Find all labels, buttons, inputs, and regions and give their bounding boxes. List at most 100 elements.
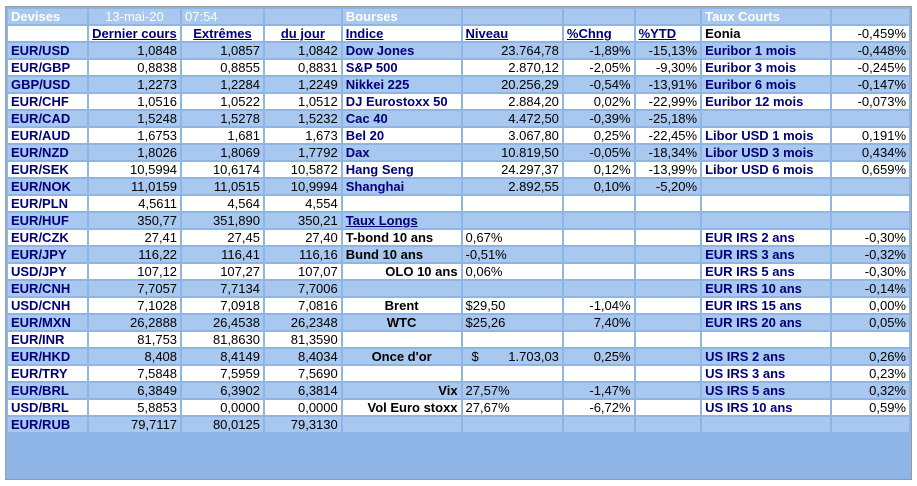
table-row: USD/CNH 7,1028 7,0918 7,0816 Brent $29,50 -1,0… (8, 298, 909, 313)
fx-high: 11,0515 (182, 179, 263, 194)
fx-high: 351,890 (182, 213, 263, 228)
rate-name: EUR IRS 10 ans (702, 281, 831, 296)
rate-value: -0,30% (832, 264, 909, 279)
rate-value: 0,434% (832, 145, 909, 160)
header-bourses: Bourses (342, 9, 461, 24)
table-row: EUR/CZK 27,41 27,45 27,40 T-bond 10 ans 0,67%… (8, 230, 909, 245)
fx-low: 10,5872 (264, 162, 341, 177)
index-ytd: -13,91% (635, 77, 701, 92)
col-extremes: Extrêmes (182, 26, 263, 41)
rate-name: EUR IRS 5 ans (702, 264, 831, 279)
rate-value: 0,05% (832, 315, 909, 330)
table-row: EUR/SEK 10,5994 10,6174 10,5872 Hang Seng 24.… (8, 162, 909, 177)
fx-last: 1,8026 (88, 145, 181, 160)
index-ytd: -22,99% (635, 94, 701, 109)
index-name: Dow Jones (342, 43, 461, 58)
fx-last: 107,12 (88, 264, 181, 279)
fx-pair: EUR/CAD (8, 111, 87, 126)
fx-high: 4,564 (182, 196, 263, 211)
long-rate-name: T-bond 10 ans (342, 230, 461, 245)
index-name: Shanghai (342, 179, 461, 194)
index-ytd: -15,13% (635, 43, 701, 58)
gold-amount: 1.703,03 (508, 349, 559, 364)
fx-last: 10,5994 (88, 162, 181, 177)
index-chng: 0,12% (563, 162, 634, 177)
rate-value: -0,14% (832, 281, 909, 296)
fx-last: 26,2888 (88, 315, 181, 330)
fx-pair: USD/JPY (8, 264, 87, 279)
fx-low: 79,3130 (264, 417, 341, 432)
table-row: EUR/JPY 116,22 116,41 116,16 Bund 10 ans -0,5… (8, 247, 909, 262)
fx-high: 1,5278 (182, 111, 263, 126)
fx-low: 107,07 (264, 264, 341, 279)
fx-high: 0,8855 (182, 60, 263, 75)
fx-high: 0,0000 (182, 400, 263, 415)
fx-last: 116,22 (88, 247, 181, 262)
fx-pair: EUR/NOK (8, 179, 87, 194)
col-du-jour: du jour (264, 26, 341, 41)
index-name: Dax (342, 145, 461, 160)
index-ytd: -18,34% (635, 145, 701, 160)
index-level: 2.884,20 (462, 94, 562, 109)
index-name: Cac 40 (342, 111, 461, 126)
long-rate-name: Bund 10 ans (342, 247, 461, 262)
table-row: EUR/MXN 26,2888 26,4538 26,2348 WTC $25,26 7,4… (8, 315, 909, 330)
table-row: EUR/CNH 7,7057 7,7134 7,7006 EUR IRS 10 ans -… (8, 281, 909, 296)
fx-pair: EUR/BRL (8, 383, 87, 398)
table-row: EUR/HUF 350,77 351,890 350,21 Taux Longs (8, 213, 909, 228)
fx-last: 7,5848 (88, 366, 181, 381)
index-name: Nikkei 225 (342, 77, 461, 92)
fx-high: 7,7134 (182, 281, 263, 296)
rate-value: -0,448% (832, 43, 909, 58)
vol-value: 27,57% (462, 383, 562, 398)
index-chng: -0,54% (563, 77, 634, 92)
fx-pair: USD/CNH (8, 298, 87, 313)
rate-value: -0,073% (832, 94, 909, 109)
table-row: EUR/CAD 1,5248 1,5278 1,5232 Cac 40 4.472,50-… (8, 111, 909, 126)
fx-pair: EUR/USD (8, 43, 87, 58)
fx-low: 0,0000 (264, 400, 341, 415)
long-rate-value: 0,67% (462, 230, 562, 245)
rate-value: 0,00% (832, 298, 909, 313)
long-rate-value: 0,06% (462, 264, 562, 279)
index-chng: -0,05% (563, 145, 634, 160)
fx-last: 6,3849 (88, 383, 181, 398)
fx-high: 7,0918 (182, 298, 263, 313)
index-ytd: -5,20% (635, 179, 701, 194)
table-row: EUR/NZD 1,8026 1,8069 1,7792 Dax 10.819,50 -0,… (8, 145, 909, 160)
index-level: 10.819,50 (462, 145, 562, 160)
fx-last: 1,2273 (88, 77, 181, 92)
table-row: EUR/TRY 7,5848 7,5959 7,5690 US IRS 3 ans 0,2… (8, 366, 909, 381)
eonia-label: Eonia (702, 26, 831, 41)
fx-high: 8,4149 (182, 349, 263, 364)
fx-low: 8,4034 (264, 349, 341, 364)
rate-name: EUR IRS 3 ans (702, 247, 831, 262)
rate-name: Euribor 6 mois (702, 77, 831, 92)
rate-value: -0,32% (832, 247, 909, 262)
fx-pair: EUR/SEK (8, 162, 87, 177)
index-level: 3.067,80 (462, 128, 562, 143)
rate-value: 0,191% (832, 128, 909, 143)
index-ytd: -13,99% (635, 162, 701, 177)
header-date: 13-mai-20 (88, 9, 181, 24)
fx-low: 6,3814 (264, 383, 341, 398)
fx-last: 81,753 (88, 332, 181, 347)
gold-currency: $ (471, 349, 479, 364)
table-row: EUR/BRL 6,3849 6,3902 6,3814 Vix 27,57% -1,47%… (8, 383, 909, 398)
fx-last: 8,408 (88, 349, 181, 364)
index-chng: -1,89% (563, 43, 634, 58)
fx-high: 27,45 (182, 230, 263, 245)
table-row: USD/JPY 107,12 107,27 107,07 OLO 10 ans 0,06%… (8, 264, 909, 279)
fx-low: 1,7792 (264, 145, 341, 160)
fx-high: 81,8630 (182, 332, 263, 347)
eonia-value: -0,459% (832, 26, 909, 41)
fx-high: 1,681 (182, 128, 263, 143)
rate-value: 0,59% (832, 400, 909, 415)
fx-last: 1,5248 (88, 111, 181, 126)
table-row: EUR/RUB 79,7117 80,0125 79,3130 (8, 417, 909, 432)
fx-last: 7,7057 (88, 281, 181, 296)
rate-name: Libor USD 1 mois (702, 128, 831, 143)
index-ytd: -9,30% (635, 60, 701, 75)
fx-low: 116,16 (264, 247, 341, 262)
rate-name: US IRS 10 ans (702, 400, 831, 415)
